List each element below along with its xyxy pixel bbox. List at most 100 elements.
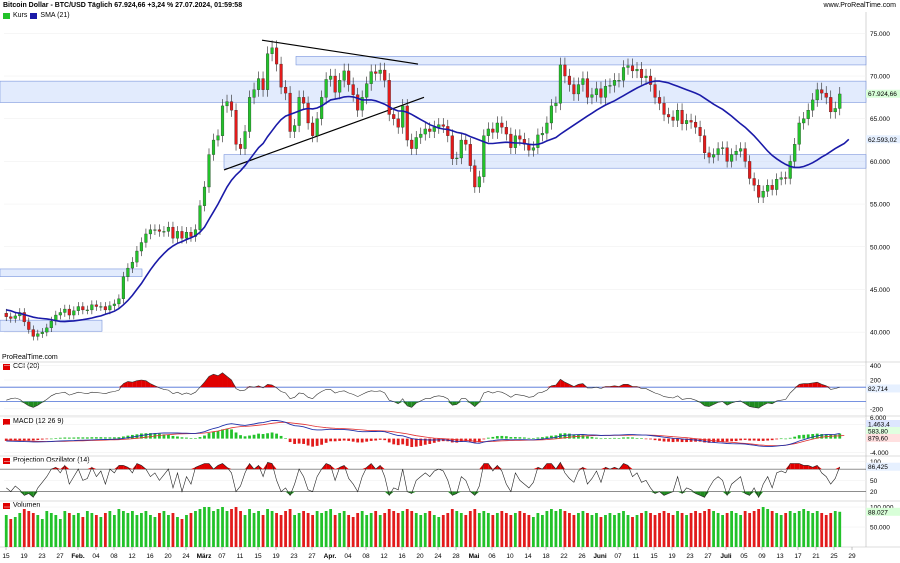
macd-histogram-bar (608, 438, 612, 439)
x-tick-label: 28 (452, 553, 460, 560)
volume-bar (504, 513, 508, 547)
y-tick-label: 65.000 (870, 116, 890, 123)
cci-overbought-area (578, 383, 583, 388)
volume-bar (518, 511, 522, 547)
candle-body (617, 80, 621, 82)
volume-bar (829, 513, 833, 547)
macd-histogram-bar (707, 438, 711, 443)
candle-body (13, 315, 17, 319)
cci-overbought-area (218, 372, 223, 388)
volume-bar (455, 511, 459, 547)
volume-bar (374, 511, 378, 547)
macd-histogram-bar (4, 438, 8, 441)
candle-body (446, 126, 450, 136)
macd-histogram-bar (158, 433, 161, 439)
macd-histogram-bar (752, 438, 756, 441)
macd-histogram-bar (365, 438, 369, 442)
proj-low-area (704, 491, 710, 498)
candle-body (257, 78, 261, 90)
volume-bar (81, 517, 85, 547)
volume-bar (351, 517, 355, 547)
macd-histogram-bar (613, 437, 616, 439)
volume-bar (396, 513, 400, 547)
macd-histogram-bar (72, 437, 76, 439)
x-tick-label: 12 (128, 553, 136, 560)
x-tick-label: 15 (650, 553, 658, 560)
proj-high-area (600, 467, 606, 470)
candle-body (612, 80, 617, 86)
volume-bar (640, 513, 643, 547)
volume-bar (162, 511, 166, 547)
proj-high-area (808, 465, 813, 470)
cci-overbought-area (213, 374, 219, 388)
macd-histogram-bar (468, 438, 472, 442)
sma-swatch-icon (30, 12, 38, 19)
x-tick-label: Mai (469, 553, 480, 560)
candle-body (455, 157, 459, 159)
proj-high-area (267, 462, 273, 470)
proj-high-area (803, 465, 809, 470)
macd-histogram-bar (49, 438, 53, 440)
cci-oversold-area (407, 401, 412, 408)
candle-body (509, 133, 513, 148)
volume-bar (194, 511, 197, 547)
proj-low-area (740, 491, 746, 494)
macd-histogram-bar (189, 438, 193, 439)
volume-bar (252, 513, 256, 547)
volume-bar (9, 519, 13, 547)
x-tick-label: 13 (776, 553, 784, 560)
proj-line (6, 461, 840, 499)
volume-bar (811, 513, 815, 547)
volume-bar (432, 515, 436, 547)
proj-low-area (411, 491, 417, 494)
volume-bar (126, 513, 130, 547)
cci-overbought-area (817, 382, 822, 388)
proj-high-area (362, 467, 367, 470)
volume-bar (297, 513, 301, 547)
volume-bar (333, 515, 337, 547)
volume-bar (40, 519, 44, 547)
macd-histogram-bar (9, 438, 13, 441)
candle-body (293, 125, 297, 132)
source-link[interactable]: www.ProRealTime.com (823, 2, 896, 9)
x-tick-label: 25 (830, 553, 838, 560)
macd-histogram-bar (284, 438, 287, 439)
x-tick-label: 10 (506, 553, 514, 560)
macd-histogram-bar (40, 438, 44, 440)
cci-overbought-area (118, 383, 124, 388)
macd-histogram-bar (450, 438, 454, 443)
proj-low-area (28, 491, 34, 498)
candle-body (829, 97, 833, 113)
candle-body (626, 65, 630, 68)
volume-bar (712, 511, 715, 547)
macd-histogram-bar (766, 438, 770, 441)
y-tick-label: 20 (870, 489, 878, 496)
candle-body (730, 154, 734, 162)
volume-bar (563, 511, 567, 547)
x-tick-label: 24 (434, 553, 442, 560)
candle-body (437, 124, 441, 128)
watermark: ProRealTime.com (2, 354, 58, 361)
candle-body (599, 88, 603, 98)
candle-body (522, 139, 526, 145)
price-legend: Kurs SMA (21) (3, 12, 70, 19)
volume-bar (275, 513, 278, 547)
macd-histogram-bar (797, 435, 801, 439)
candle-body (347, 70, 351, 85)
cci-oversold-area (452, 401, 457, 406)
candle-body (689, 120, 693, 123)
candle-body (536, 134, 540, 148)
cci-overbought-area (799, 383, 804, 388)
volume-bar (27, 511, 31, 547)
macd-histogram-bar (144, 433, 148, 439)
volume-bar (293, 515, 296, 547)
volume-bar (743, 511, 747, 547)
macd-histogram-bar (387, 438, 391, 443)
volume-bar (450, 509, 454, 547)
y-tick-label: 50.000 (870, 244, 890, 251)
candle-body (410, 139, 414, 149)
macd-histogram-bar (829, 434, 833, 439)
candle-body (671, 116, 675, 121)
x-tick-label: 19 (20, 553, 28, 560)
